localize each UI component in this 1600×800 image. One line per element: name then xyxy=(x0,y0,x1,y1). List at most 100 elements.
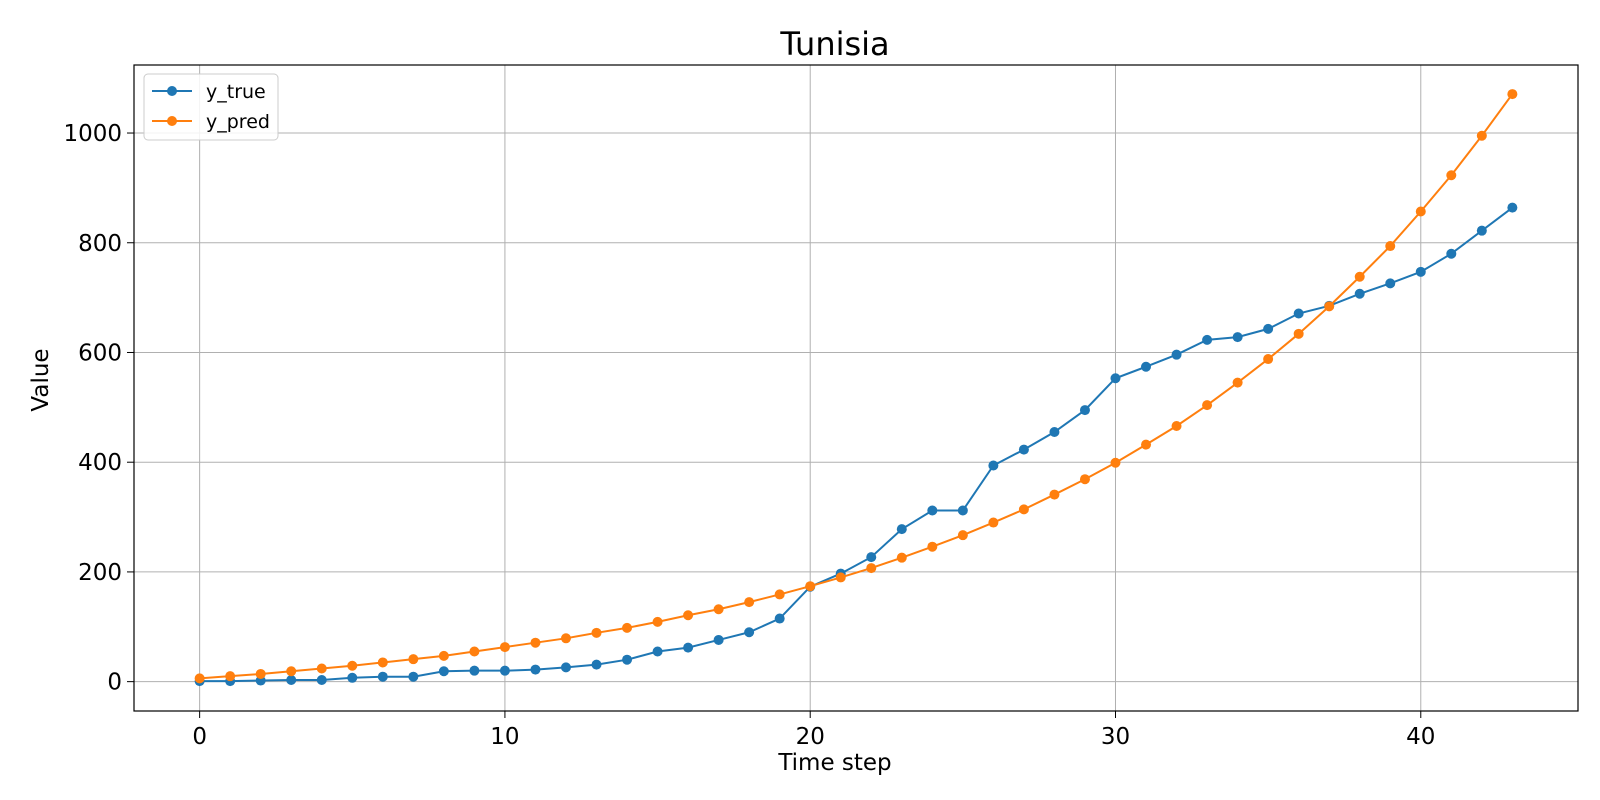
data-point-y_true xyxy=(866,552,877,563)
plot-frame xyxy=(133,64,1579,712)
grid xyxy=(134,65,1578,711)
x-tick-label: 10 xyxy=(490,724,519,750)
data-point-y_true xyxy=(713,634,724,645)
data-point-y_pred xyxy=(560,633,571,644)
data-point-y_pred xyxy=(1263,354,1274,365)
data-point-y_true xyxy=(591,659,602,670)
series-layer xyxy=(194,89,1518,687)
data-point-y_pred xyxy=(866,563,877,574)
data-point-y_true xyxy=(1385,278,1396,289)
data-point-y_pred xyxy=(438,650,449,661)
y-tick-label: 400 xyxy=(78,450,122,476)
x-tick-label: 20 xyxy=(796,724,825,750)
data-point-y_pred xyxy=(1110,457,1121,468)
data-point-y_pred xyxy=(408,654,419,665)
data-point-y_true xyxy=(1354,288,1365,299)
y-tick-label: 1000 xyxy=(63,121,122,147)
data-point-y_pred xyxy=(683,610,694,621)
data-point-y_pred xyxy=(499,642,510,653)
data-point-y_true xyxy=(1263,323,1274,334)
data-point-y_true xyxy=(286,675,297,686)
data-point-y_pred xyxy=(377,657,388,668)
y-tick-label: 200 xyxy=(78,560,122,586)
data-point-y_pred xyxy=(1476,130,1487,141)
data-point-y_pred xyxy=(744,597,755,608)
y-tick-label: 600 xyxy=(78,340,122,366)
data-point-y_true xyxy=(1171,349,1182,360)
y-tick-label: 800 xyxy=(78,231,122,257)
data-point-y_pred xyxy=(1049,489,1060,500)
data-point-y_true xyxy=(1232,332,1243,343)
data-point-y_pred xyxy=(1415,206,1426,217)
data-point-y_pred xyxy=(1232,377,1243,388)
series-y_pred xyxy=(194,89,1518,684)
data-point-y_pred xyxy=(347,660,358,671)
y-axis-label: Value xyxy=(28,348,54,411)
data-point-y_true xyxy=(1202,334,1213,345)
legend-marker xyxy=(167,86,177,96)
legend-label: y_true xyxy=(206,81,266,103)
data-point-y_true xyxy=(347,672,358,683)
data-point-y_pred xyxy=(591,627,602,638)
data-point-y_true xyxy=(1446,248,1457,259)
data-point-y_pred xyxy=(1385,241,1396,252)
data-point-y_pred xyxy=(1141,439,1152,450)
y-tick-label: 0 xyxy=(107,670,122,696)
data-point-y_true xyxy=(560,662,571,673)
data-point-y_true xyxy=(744,627,755,638)
data-point-y_pred xyxy=(835,572,846,583)
data-point-y_pred xyxy=(1018,504,1029,515)
data-point-y_true xyxy=(1415,266,1426,277)
data-point-y_pred xyxy=(1202,400,1213,411)
data-point-y_pred xyxy=(469,646,480,657)
data-point-y_pred xyxy=(988,517,999,528)
x-tick-label: 30 xyxy=(1101,724,1130,750)
data-point-y_pred xyxy=(1171,420,1182,431)
data-point-y_pred xyxy=(957,530,968,541)
data-point-y_pred xyxy=(530,637,541,648)
series-line-y_pred xyxy=(199,93,1514,680)
data-point-y_pred xyxy=(255,668,266,679)
data-point-y_true xyxy=(683,642,694,653)
data-point-y_true xyxy=(1079,405,1090,416)
data-point-y_true xyxy=(988,460,999,471)
data-point-y_pred xyxy=(1354,271,1365,282)
data-point-y_pred xyxy=(713,604,724,615)
data-point-y_true xyxy=(1507,202,1518,213)
data-point-y_pred xyxy=(622,622,633,633)
x-tick-label: 40 xyxy=(1406,724,1435,750)
data-point-y_pred xyxy=(927,541,938,552)
data-point-y_true xyxy=(957,505,968,516)
data-point-y_true xyxy=(530,664,541,675)
data-point-y_true xyxy=(469,665,480,676)
data-point-y_true xyxy=(774,613,785,624)
series-y_true xyxy=(194,202,1518,687)
series-line-y_true xyxy=(199,206,1513,683)
legend-item-y_true: y_true xyxy=(152,81,266,103)
data-point-y_true xyxy=(927,505,938,516)
data-point-y_pred xyxy=(652,616,663,627)
x-tick-label: 0 xyxy=(192,724,207,750)
data-point-y_true xyxy=(652,646,663,657)
legend-item-y_pred: y_pred xyxy=(152,111,270,133)
data-point-y_true xyxy=(1293,308,1304,319)
data-point-y_pred xyxy=(316,663,327,674)
data-point-y_true xyxy=(408,671,419,682)
data-point-y_pred xyxy=(1507,89,1518,100)
data-point-y_true xyxy=(438,666,449,677)
data-point-y_true xyxy=(316,675,327,686)
data-point-y_pred xyxy=(1293,328,1304,339)
data-point-y_true xyxy=(377,671,388,682)
chart-title: Tunisia xyxy=(779,25,889,63)
data-point-y_pred xyxy=(1324,301,1335,312)
data-point-y_true xyxy=(1476,225,1487,236)
data-point-y_pred xyxy=(805,581,816,592)
data-point-y_pred xyxy=(194,673,205,684)
data-point-y_true xyxy=(1018,444,1029,455)
data-point-y_true xyxy=(1049,427,1060,438)
data-point-y_pred xyxy=(286,666,297,677)
legend-label: y_pred xyxy=(206,111,270,133)
legend-marker xyxy=(167,116,177,126)
